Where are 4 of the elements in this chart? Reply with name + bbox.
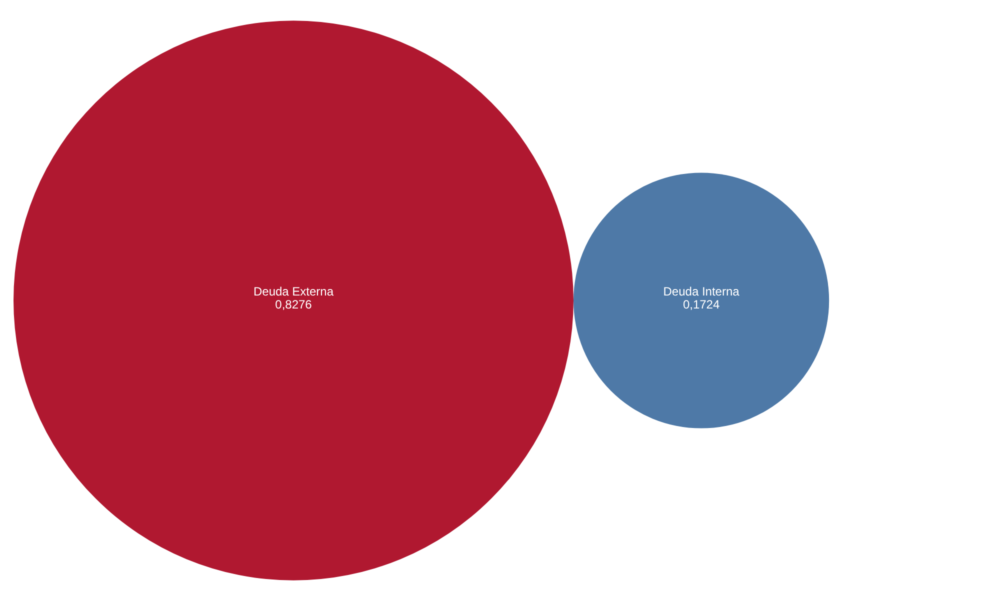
category-label: Deuda Interna [663, 284, 740, 298]
data-label: 0,1724 [682, 298, 720, 312]
data-label: 0,8276 [275, 298, 312, 312]
category-label: Deuda Externa [253, 284, 334, 298]
